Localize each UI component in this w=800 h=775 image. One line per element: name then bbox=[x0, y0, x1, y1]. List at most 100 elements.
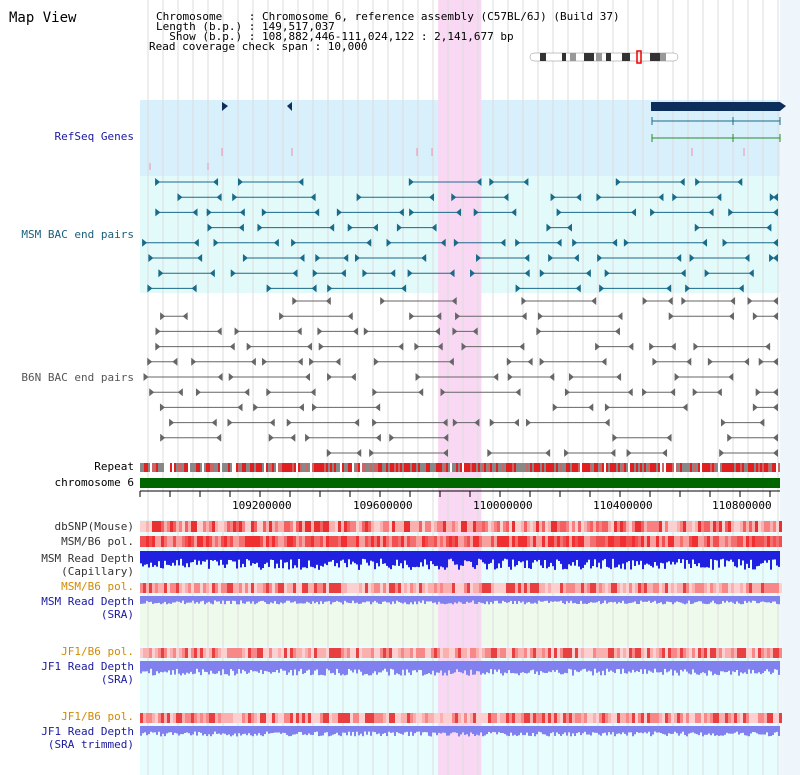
repeat-segment bbox=[306, 463, 308, 472]
msm-bac-end bbox=[298, 178, 304, 186]
msm-sra-depth-label-2: (SRA) bbox=[100, 608, 134, 621]
msm-sra-depth-bar bbox=[184, 596, 186, 605]
msm-pol-sra-cell bbox=[320, 583, 323, 593]
msm-bac-end bbox=[680, 269, 686, 278]
msm-capillary-depth-bar bbox=[772, 551, 774, 560]
msm-bac-end bbox=[473, 208, 479, 217]
repeat-segment bbox=[166, 463, 168, 472]
msm-pol-cell bbox=[413, 536, 416, 547]
jf1-sra-depth-bar bbox=[356, 661, 358, 674]
jf1-sra-depth-bar bbox=[214, 661, 216, 675]
msm-capillary-depth-bar bbox=[554, 551, 556, 570]
msm-capillary-depth-bar bbox=[242, 551, 244, 564]
msm-sra-depth-bar bbox=[404, 596, 406, 603]
jf1-trimmed-depth-bar bbox=[208, 726, 210, 735]
jf1-pol-cell bbox=[158, 648, 161, 658]
jf1-pol-t-cell bbox=[752, 713, 755, 723]
msm-pol-cell bbox=[278, 536, 281, 547]
jf1-sra-depth-bar bbox=[496, 661, 498, 672]
axis-tick-label: 110400000 bbox=[593, 499, 653, 512]
jf1-trimmed-depth-bar bbox=[144, 726, 146, 733]
repeat-segment bbox=[358, 463, 360, 472]
right-margin bbox=[780, 0, 800, 775]
msm-sra-depth-bar bbox=[178, 596, 180, 602]
ideogram-band bbox=[606, 53, 611, 61]
jf1-trimmed-depth-bar bbox=[582, 726, 584, 734]
jf1-trimmed-depth-bar bbox=[424, 726, 426, 733]
msm-bac-end bbox=[556, 238, 562, 247]
msm-sra-depth-bar bbox=[672, 596, 674, 605]
msm-sra-depth-bar bbox=[214, 596, 216, 601]
jf1-sra-depth-bar bbox=[296, 661, 298, 676]
repeat-segment bbox=[282, 463, 284, 472]
jf1-sra-depth-bar bbox=[336, 661, 338, 669]
msm-sra-depth-bar bbox=[738, 596, 740, 604]
jf1-pol-cell bbox=[647, 648, 650, 658]
jf1-pol-t-cell bbox=[254, 713, 257, 723]
repeat-segment bbox=[468, 463, 470, 472]
msm-capillary-depth-bar bbox=[470, 551, 472, 562]
msm-pol-sra-cell bbox=[686, 583, 689, 593]
repeat-segment bbox=[394, 463, 396, 472]
msm-pol-cell bbox=[302, 536, 305, 547]
msm-pol-cell bbox=[311, 536, 314, 547]
msm-pol-sra-cell bbox=[188, 583, 191, 593]
msm-capillary-depth-bar bbox=[610, 551, 612, 570]
b6n-bac-end bbox=[686, 357, 692, 366]
jf1-trimmed-depth-bar bbox=[668, 726, 670, 734]
msm-bac-end bbox=[672, 193, 678, 202]
msm-capillary-depth-bar bbox=[314, 551, 316, 569]
dbsnp-cell bbox=[710, 521, 713, 532]
msm-capillary-depth-bar bbox=[646, 551, 648, 564]
dbsnp-cell bbox=[416, 521, 419, 532]
b6n-bac-end bbox=[290, 433, 296, 442]
jf1-sra-depth-bar bbox=[188, 661, 190, 674]
msm-capillary-depth-bar bbox=[360, 551, 362, 565]
jf1-pol-t-cell bbox=[242, 713, 245, 723]
dbsnp-cell bbox=[299, 521, 302, 532]
repeat-segment bbox=[420, 463, 422, 472]
msm-pol-cell bbox=[665, 536, 668, 547]
repeat-segment bbox=[658, 463, 660, 472]
repeat-segment bbox=[250, 463, 252, 472]
msm-capillary-depth-bar bbox=[644, 551, 646, 565]
msm-capillary-depth-bar bbox=[728, 551, 730, 562]
msm-pol-cell bbox=[497, 536, 500, 547]
jf1-pol-cell bbox=[530, 648, 533, 658]
jf1-pol-cell bbox=[332, 648, 335, 658]
jf1-trimmed-depth-bar bbox=[310, 726, 312, 735]
jf1-pol-cell bbox=[359, 648, 362, 658]
dbsnp-cell bbox=[332, 521, 335, 532]
repeat-segment bbox=[278, 463, 280, 472]
msm-pol-sra-cell bbox=[665, 583, 668, 593]
repeat-segment bbox=[262, 463, 264, 472]
b6n-bac-end bbox=[398, 342, 404, 351]
dbsnp-cell bbox=[746, 521, 749, 532]
msm-pol-sra-cell bbox=[494, 583, 497, 593]
jf1-sra-depth-bar bbox=[494, 661, 496, 670]
jf1-trimmed-depth-bar bbox=[442, 726, 444, 733]
jf1-trimmed-depth-bar bbox=[282, 726, 284, 733]
jf1-trimmed-depth-bar bbox=[414, 726, 416, 734]
msm-pol-sra-cell bbox=[512, 583, 515, 593]
jf1-sra-depth-bar bbox=[340, 661, 342, 676]
jf1-sra-depth-bar bbox=[412, 661, 414, 671]
repeat-segment bbox=[206, 463, 208, 472]
b6n-bac-end bbox=[250, 357, 256, 366]
repeat-segment bbox=[606, 463, 608, 472]
jf1-trimmed-depth-bar bbox=[762, 726, 764, 735]
repeat-segment bbox=[142, 463, 144, 472]
msm-pol-cell bbox=[779, 536, 782, 547]
dbsnp-cell bbox=[509, 521, 512, 532]
msm-capillary-depth-bar bbox=[588, 551, 590, 560]
msm-capillary-depth-bar bbox=[504, 551, 506, 559]
jf1-sra-depth-bar bbox=[302, 661, 304, 674]
jf1-pol-cell bbox=[734, 648, 737, 658]
jf1-sra-depth-bar bbox=[548, 661, 550, 672]
jf1-pol-t-cell bbox=[650, 713, 653, 723]
jf1-sra-depth-bar bbox=[628, 661, 630, 672]
msm-pol-cell bbox=[206, 536, 209, 547]
msm-pol-cell bbox=[332, 536, 335, 547]
msm-sra-depth-bar bbox=[294, 596, 296, 602]
